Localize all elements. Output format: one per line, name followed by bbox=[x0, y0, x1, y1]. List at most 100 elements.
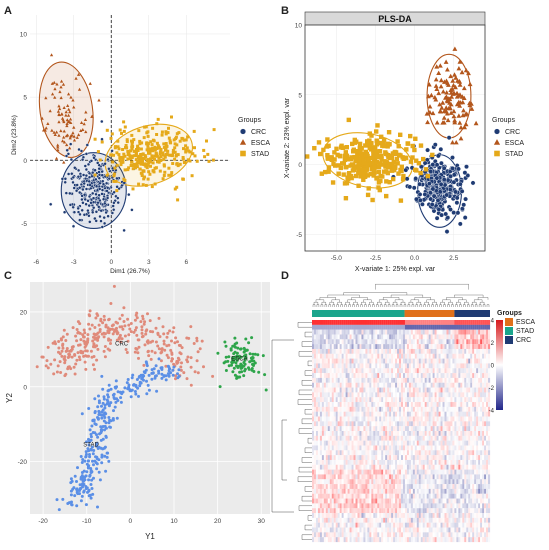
heatmap-cell bbox=[331, 402, 334, 407]
heatmap-cell bbox=[389, 363, 392, 369]
point-crc bbox=[98, 181, 102, 186]
plot-background bbox=[305, 25, 485, 251]
point-stad bbox=[166, 149, 170, 153]
y-tick-label: 10 bbox=[20, 31, 28, 38]
dendrogram-branch bbox=[486, 304, 490, 307]
point-stad bbox=[147, 170, 151, 174]
dendrogram-branch bbox=[301, 380, 312, 386]
heatmap-cell bbox=[428, 377, 431, 383]
point-crc bbox=[110, 324, 114, 328]
point-crc bbox=[180, 361, 183, 365]
heatmap-cell bbox=[339, 339, 342, 345]
heatmap-cell bbox=[420, 334, 423, 340]
heatmap-cell bbox=[357, 339, 360, 345]
heatmap-cell bbox=[361, 440, 364, 446]
legend-label-crc: CRC bbox=[505, 129, 520, 136]
point-stad bbox=[87, 407, 91, 410]
heatmap-cell bbox=[317, 344, 321, 350]
heatmap-cell bbox=[363, 373, 366, 379]
heatmap-cell bbox=[399, 320, 402, 325]
annotation-crc bbox=[454, 310, 490, 317]
point-crc bbox=[62, 210, 67, 214]
point-stad bbox=[380, 162, 385, 167]
point-crc bbox=[94, 210, 99, 214]
heatmap-cell bbox=[478, 373, 481, 379]
heatmap-cell bbox=[422, 382, 425, 388]
heatmap-cell bbox=[410, 339, 413, 345]
point-crc bbox=[129, 322, 133, 325]
point-esca bbox=[231, 356, 235, 360]
heatmap-cell bbox=[486, 450, 489, 456]
heatmap-cell bbox=[416, 397, 419, 403]
heatmap-cell bbox=[410, 397, 413, 403]
heatmap-cell bbox=[426, 329, 429, 335]
heatmap-cell bbox=[470, 387, 473, 393]
heatmap-cell bbox=[418, 426, 421, 432]
point-crc bbox=[62, 328, 66, 332]
heatmap-cell bbox=[428, 387, 431, 393]
heatmap-cell bbox=[317, 377, 321, 383]
heatmap-cell bbox=[383, 435, 386, 441]
heatmap-cell bbox=[387, 334, 390, 340]
heatmap-cell bbox=[434, 431, 437, 436]
heatmap-cell bbox=[327, 363, 330, 369]
point-stad bbox=[371, 154, 376, 159]
heatmap-cell bbox=[432, 431, 435, 436]
heatmap-cell bbox=[355, 455, 358, 461]
heatmap-cell bbox=[430, 334, 433, 340]
point-crc bbox=[149, 357, 153, 361]
heatmap-cell bbox=[339, 426, 342, 432]
heatmap-cell bbox=[442, 324, 445, 330]
point-crc bbox=[103, 162, 107, 166]
point-crc bbox=[430, 162, 436, 168]
point-stad bbox=[151, 138, 155, 142]
point-crc bbox=[451, 179, 457, 185]
point-stad bbox=[97, 413, 101, 417]
heatmap-cell bbox=[476, 339, 479, 345]
heatmap-cell bbox=[391, 358, 394, 364]
point-stad bbox=[374, 142, 380, 147]
point-stad bbox=[378, 178, 383, 184]
point-stad bbox=[126, 168, 130, 172]
point-stad bbox=[379, 153, 384, 159]
heatmap-cell bbox=[486, 324, 489, 330]
point-crc bbox=[97, 187, 102, 191]
point-stad bbox=[87, 449, 91, 453]
heatmap-cell bbox=[410, 324, 413, 330]
heatmap-cell bbox=[341, 368, 344, 374]
heatmap-cell bbox=[462, 450, 465, 456]
heatmap-cell bbox=[385, 344, 388, 350]
heatmap-cell bbox=[482, 368, 485, 374]
heatmap-cell bbox=[397, 445, 400, 451]
point-crc bbox=[78, 358, 82, 362]
heatmap-cell bbox=[341, 382, 344, 388]
heatmap-cell bbox=[371, 445, 374, 451]
point-stad bbox=[191, 152, 195, 156]
heatmap-cell bbox=[369, 348, 372, 354]
heatmap-cell bbox=[434, 445, 437, 451]
point-crc bbox=[84, 167, 89, 172]
point-esca bbox=[454, 90, 460, 96]
heatmap-cell bbox=[434, 339, 437, 345]
heatmap-cell bbox=[387, 416, 390, 422]
point-stad bbox=[88, 453, 91, 456]
heatmap-cell bbox=[460, 392, 463, 398]
point-stad bbox=[377, 187, 382, 193]
heatmap-cell bbox=[412, 373, 415, 379]
heatmap-cell bbox=[313, 320, 317, 325]
dendrogram-branch bbox=[432, 302, 437, 305]
heatmap-cell bbox=[442, 392, 445, 398]
point-crc bbox=[425, 147, 430, 153]
point-stad bbox=[111, 417, 115, 420]
heatmap-cell bbox=[474, 324, 477, 330]
heatmap-cell bbox=[359, 435, 362, 441]
heatmap-cell bbox=[476, 382, 479, 388]
point-stad bbox=[79, 455, 83, 458]
heatmap-cell bbox=[312, 402, 315, 407]
heatmap-cell bbox=[434, 440, 437, 446]
heatmap-cell bbox=[353, 431, 356, 436]
dendrogram-branch bbox=[463, 304, 466, 307]
heatmap-cell bbox=[472, 373, 475, 379]
heatmap-cell bbox=[478, 421, 481, 427]
point-esca bbox=[436, 70, 442, 75]
